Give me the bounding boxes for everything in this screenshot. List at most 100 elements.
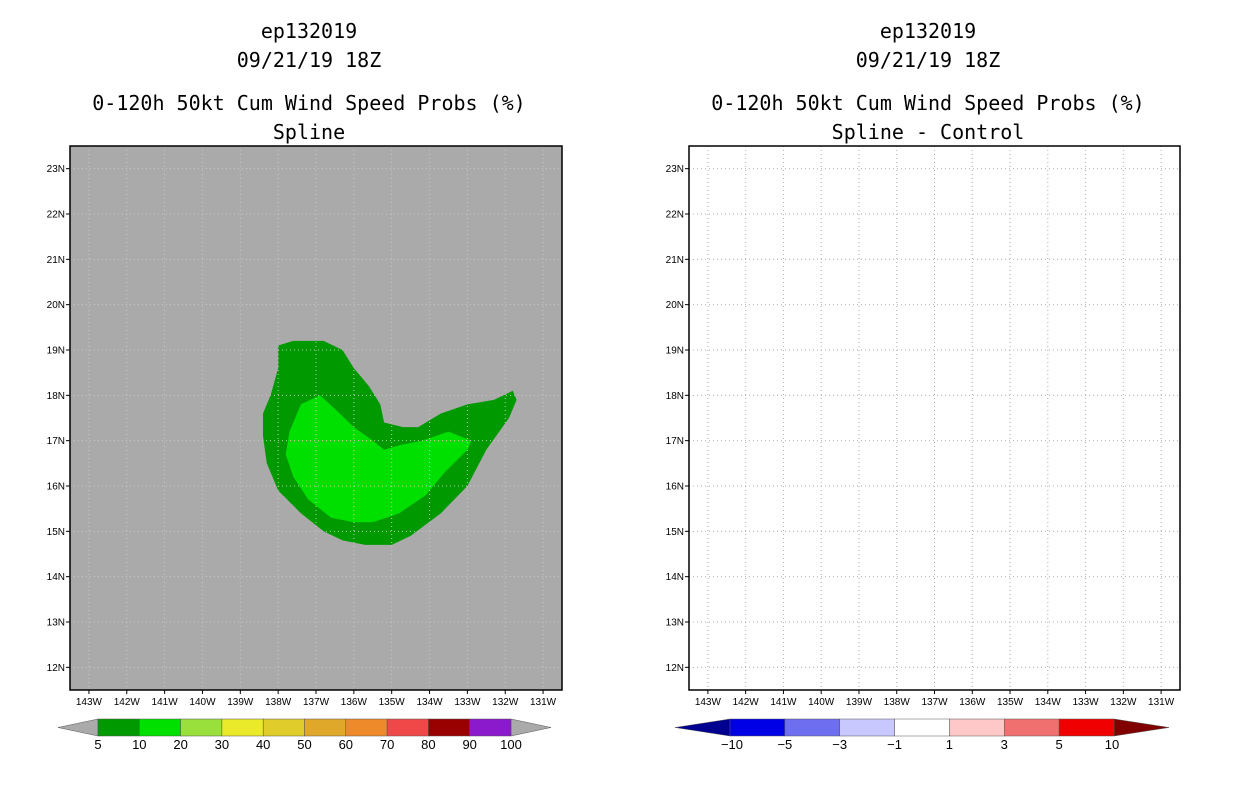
colorbar-swatch <box>97 718 140 737</box>
chart-title-line-4: Spline <box>273 120 345 144</box>
chart-title-line-1: ep132019 <box>880 19 976 43</box>
colorbar: 5 10 20 30 40 50 60 70 80 90 100 <box>57 718 552 752</box>
chart-title-line-2: 09/21/19 18Z <box>856 48 1001 72</box>
y-tick-label: 20N <box>666 300 684 311</box>
chart-title-line-2: 09/21/19 18Z <box>237 48 382 72</box>
colorbar: −10 −5 −3 −1 1 3 5 10 <box>674 718 1170 752</box>
y-tick-label: 18N <box>47 391 65 402</box>
x-tick-label: 143W <box>695 697 722 708</box>
x-tick-label: 135W <box>379 697 406 708</box>
x-tick-label: 131W <box>530 697 557 708</box>
colorbar-label: −1 <box>887 737 902 752</box>
x-tick-label: 140W <box>808 697 835 708</box>
chart-title-line-3: 0-120h 50kt Cum Wind Speed Probs (%) <box>711 91 1144 115</box>
colorbar-swatch <box>839 718 895 737</box>
x-tick-label: 139W <box>227 697 254 708</box>
colorbar-over-arrow <box>1113 718 1170 737</box>
colorbar-swatch <box>428 718 470 737</box>
chart-panel-2: ep132019 09/21/19 18Z 0-120h 50kt Cum Wind… <box>666 19 1181 752</box>
x-tick-label: 134W <box>416 697 443 708</box>
x-tick-label: 143W <box>76 697 103 708</box>
x-tick-label: 133W <box>1073 697 1100 708</box>
colorbar-swatch <box>469 718 512 737</box>
y-tick-label: 17N <box>47 436 65 447</box>
colorbar-under-arrow <box>674 718 731 737</box>
colorbar-label: 20 <box>173 737 187 752</box>
y-tick-label: 23N <box>47 164 65 175</box>
colorbar-swatch <box>949 718 1005 737</box>
y-tick-label: 22N <box>666 210 684 221</box>
colorbar-label: −10 <box>721 737 743 752</box>
colorbar-swatch <box>345 718 388 737</box>
y-tick-label: 12N <box>666 663 684 674</box>
colorbar-over-arrow <box>510 718 552 737</box>
colorbar-label: 90 <box>462 737 476 752</box>
y-tick-label: 21N <box>666 255 684 266</box>
x-tick-label: 141W <box>770 697 797 708</box>
x-tick-label: 137W <box>921 697 948 708</box>
colorbar-swatch <box>139 718 181 737</box>
colorbar-swatch <box>386 718 429 737</box>
colorbar-swatch <box>262 718 305 737</box>
x-tick-label: 142W <box>733 697 760 708</box>
x-tick-label: 141W <box>152 697 179 708</box>
colorbar-label: 5 <box>1056 737 1063 752</box>
x-tick-label: 132W <box>492 697 519 708</box>
colorbar-under-arrow <box>57 718 99 737</box>
colorbar-label: 60 <box>339 737 353 752</box>
y-tick-label: 18N <box>666 391 684 402</box>
colorbar-swatch <box>894 718 950 737</box>
colorbar-label: 1 <box>946 737 953 752</box>
y-tick-label: 15N <box>47 527 65 538</box>
colorbar-label: 10 <box>1105 737 1119 752</box>
colorbar-label: 30 <box>215 737 229 752</box>
y-tick-label: 22N <box>47 210 65 221</box>
y-tick-label: 16N <box>666 482 684 493</box>
y-tick-label: 20N <box>47 300 65 311</box>
colorbar-label: 50 <box>297 737 311 752</box>
colorbar-label: −3 <box>832 737 847 752</box>
x-tick-label: 137W <box>303 697 330 708</box>
colorbar-label: 10 <box>132 737 146 752</box>
colorbar-label: 5 <box>94 737 101 752</box>
y-tick-label: 13N <box>666 618 684 629</box>
contour-10-20 <box>285 395 472 523</box>
y-tick-label: 23N <box>666 164 684 175</box>
y-tick-label: 21N <box>47 255 65 266</box>
chart-title-line-4: Spline - Control <box>832 120 1025 144</box>
colorbar-swatch <box>180 718 223 737</box>
colorbar-label: 80 <box>421 737 435 752</box>
colorbar-swatch <box>729 718 786 737</box>
y-tick-label: 14N <box>47 572 65 583</box>
y-tick-label: 12N <box>47 663 65 674</box>
x-tick-label: 139W <box>846 697 873 708</box>
colorbar-swatch <box>1058 718 1115 737</box>
colorbar-label: −5 <box>777 737 792 752</box>
x-tick-label: 138W <box>884 697 911 708</box>
x-tick-label: 131W <box>1148 697 1175 708</box>
x-tick-label: 132W <box>1110 697 1137 708</box>
x-tick-label: 142W <box>114 697 141 708</box>
y-tick-label: 17N <box>666 436 684 447</box>
y-tick-label: 14N <box>666 572 684 583</box>
y-tick-label: 13N <box>47 618 65 629</box>
y-tick-label: 15N <box>666 527 684 538</box>
chart-title-line-1: ep132019 <box>261 19 357 43</box>
x-tick-label: 135W <box>997 697 1024 708</box>
x-tick-label: 136W <box>341 697 368 708</box>
colorbar-swatch <box>221 718 264 737</box>
x-tick-label: 136W <box>959 697 986 708</box>
colorbar-label: 40 <box>256 737 270 752</box>
colorbar-label: 100 <box>500 737 522 752</box>
colorbar-swatch <box>304 718 347 737</box>
colorbar-swatch <box>1004 718 1060 737</box>
y-tick-label: 19N <box>666 346 684 357</box>
colorbar-label: 70 <box>380 737 394 752</box>
x-tick-label: 138W <box>265 697 292 708</box>
x-tick-label: 133W <box>454 697 481 708</box>
x-tick-label: 140W <box>189 697 216 708</box>
colorbar-label: 3 <box>1001 737 1008 752</box>
chart-panel-1: ep132019 09/21/19 18Z 0-120h 50kt Cum Wind… <box>47 19 563 752</box>
x-tick-label: 134W <box>1035 697 1062 708</box>
